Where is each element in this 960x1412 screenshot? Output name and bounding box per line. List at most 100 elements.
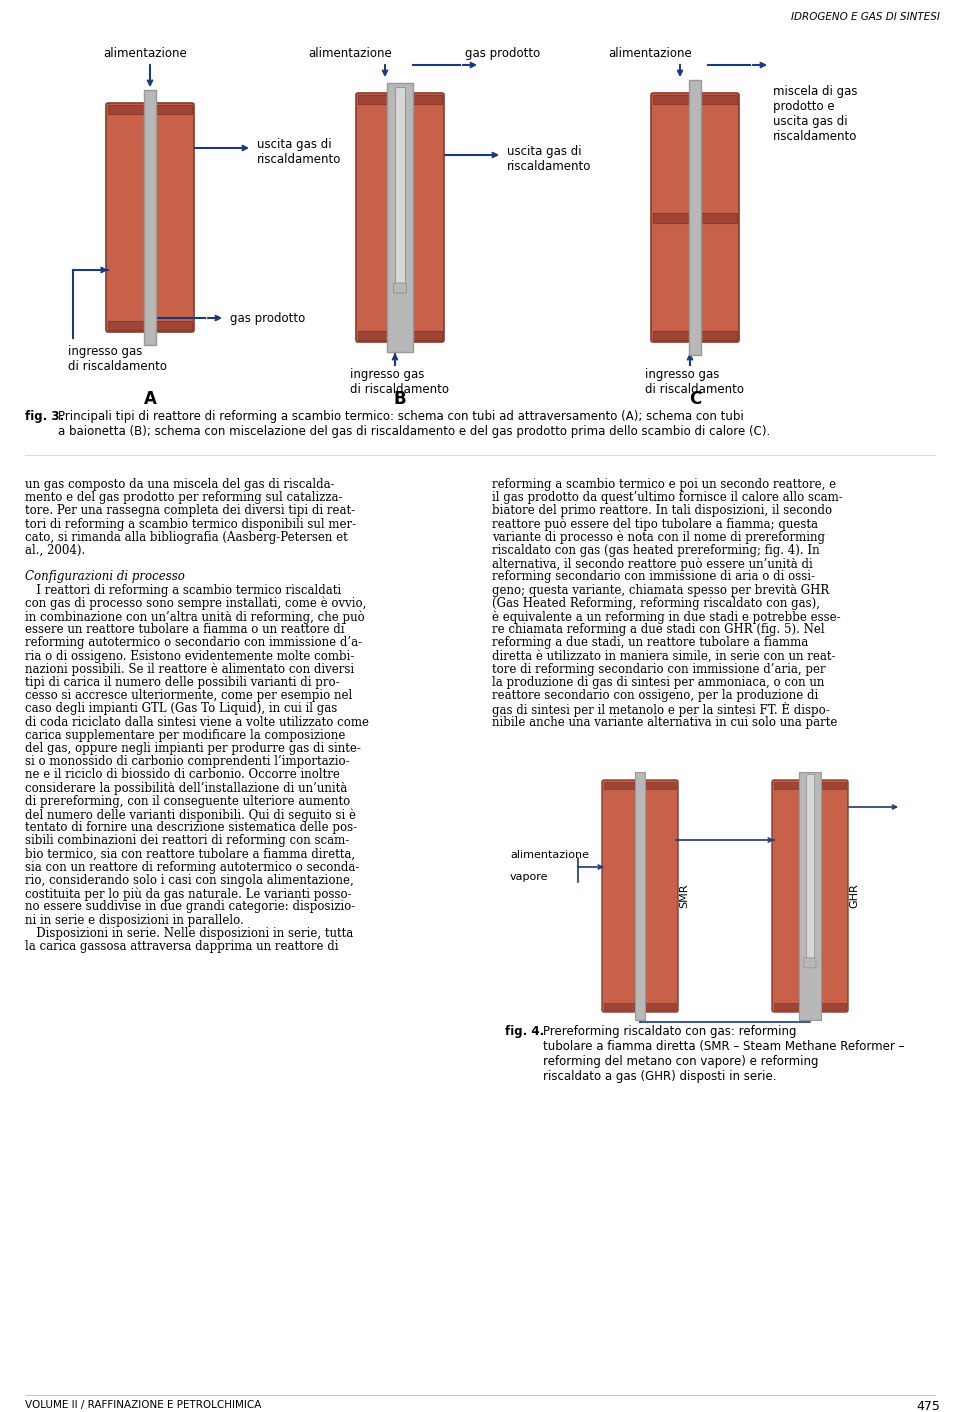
Text: ingresso gas
di riscaldamento: ingresso gas di riscaldamento	[68, 345, 167, 373]
Text: Prereforming riscaldato con gas: reforming
tubolare a fiamma diretta (SMR – Stea: Prereforming riscaldato con gas: reformi…	[543, 1025, 904, 1083]
Text: la produzione di gas di sintesi per ammoniaca, o con un: la produzione di gas di sintesi per ammo…	[492, 676, 825, 689]
Text: di coda riciclato dalla sintesi viene a volte utilizzato come: di coda riciclato dalla sintesi viene a …	[25, 716, 369, 729]
Bar	[144, 90, 156, 345]
Text: A: A	[144, 390, 156, 408]
Text: gas di sintesi per il metanolo e per la sintesi FT. È dispo-: gas di sintesi per il metanolo e per la …	[492, 702, 829, 717]
Bar	[358, 330, 442, 340]
Text: SMR: SMR	[679, 884, 689, 908]
Text: rio, considerando solo i casi con singola alimentazione,: rio, considerando solo i casi con singol…	[25, 874, 353, 887]
Bar	[653, 95, 737, 104]
Text: è equivalente a un reforming in due stadi e potrebbe esse-: è equivalente a un reforming in due stad…	[492, 610, 841, 624]
Text: tentato di fornire una descrizione sistematica delle pos-: tentato di fornire una descrizione siste…	[25, 822, 357, 834]
Text: VOLUME II / RAFFINAZIONE E PETROLCHIMICA: VOLUME II / RAFFINAZIONE E PETROLCHIMICA	[25, 1401, 261, 1411]
Text: B: B	[394, 390, 406, 408]
Text: variante di processo è nota con il nome di prereforming: variante di processo è nota con il nome …	[492, 531, 825, 544]
Text: costituita per lo più da gas naturale. Le varianti posso-: costituita per lo più da gas naturale. L…	[25, 887, 351, 901]
Text: miscela di gas
prodotto e
uscita gas di
riscaldamento: miscela di gas prodotto e uscita gas di …	[773, 85, 857, 143]
Text: con gas di processo sono sempre installati, come è ovvio,: con gas di processo sono sempre installa…	[25, 597, 367, 610]
Text: (Gas Heated Reforming, reforming riscaldato con gas),: (Gas Heated Reforming, reforming riscald…	[492, 597, 820, 610]
Text: caso degli impianti GTL (Gas To Liquid), in cui il gas: caso degli impianti GTL (Gas To Liquid),…	[25, 702, 337, 716]
Text: bio termico, sia con reattore tubolare a fiamma diretta,: bio termico, sia con reattore tubolare a…	[25, 847, 355, 860]
Text: sia con un reattore di reforming autotermico o seconda-: sia con un reattore di reforming autoter…	[25, 861, 359, 874]
Text: Disposizioni in serie. Nelle disposizioni in serie, tutta: Disposizioni in serie. Nelle disposizion…	[25, 926, 353, 940]
Text: no essere suddivise in due grandi categorie: disposizio-: no essere suddivise in due grandi catego…	[25, 901, 355, 914]
Bar	[395, 88, 405, 287]
Text: tore di reforming secondario con immissione d’aria, per: tore di reforming secondario con immissi…	[492, 662, 826, 676]
Text: GHR: GHR	[849, 884, 859, 908]
Bar	[604, 1003, 676, 1010]
Text: reattore secondario con ossigeno, per la produzione di: reattore secondario con ossigeno, per la…	[492, 689, 818, 702]
Text: considerare la possibilità dell’installazione di un’unità: considerare la possibilità dell’installa…	[25, 782, 348, 795]
Text: si o monossido di carbonio comprendenti l’importazio-: si o monossido di carbonio comprendenti …	[25, 755, 349, 768]
Bar	[108, 104, 192, 114]
Text: reforming autotermico o secondario con immissione d’a-: reforming autotermico o secondario con i…	[25, 637, 362, 650]
Bar	[358, 95, 442, 104]
Text: gas prodotto: gas prodotto	[230, 312, 305, 325]
Text: tori di reforming a scambio termico disponibili sul mer-: tori di reforming a scambio termico disp…	[25, 518, 356, 531]
Text: essere un reattore tubolare a fiamma o un reattore di: essere un reattore tubolare a fiamma o u…	[25, 623, 345, 637]
Text: tore. Per una rassegna completa dei diversi tipi di reat-: tore. Per una rassegna completa dei dive…	[25, 504, 355, 517]
Text: reforming secondario con immissione di aria o di ossi-: reforming secondario con immissione di a…	[492, 570, 815, 583]
Text: C: C	[689, 390, 701, 408]
Text: del gas, oppure negli impianti per produrre gas di sinte-: del gas, oppure negli impianti per produ…	[25, 741, 361, 755]
Bar	[689, 80, 701, 354]
Text: alimentazione: alimentazione	[308, 47, 392, 59]
Text: 475: 475	[916, 1401, 940, 1412]
Bar	[604, 782, 676, 789]
Text: il gas prodotto da quest’ultimo fornisce il calore allo scam-: il gas prodotto da quest’ultimo fornisce…	[492, 491, 843, 504]
Text: riscaldato con gas (gas heated prereforming; fig. 4). In: riscaldato con gas (gas heated prereform…	[492, 544, 820, 556]
Text: reforming a due stadi, un reattore tubolare a fiamma: reforming a due stadi, un reattore tubol…	[492, 637, 808, 650]
Text: fig. 3.: fig. 3.	[25, 409, 64, 424]
Text: reforming a scambio termico e poi un secondo reattore, e: reforming a scambio termico e poi un sec…	[492, 479, 836, 491]
Text: ne e il riciclo di biossido di carbonio. Occorre inoltre: ne e il riciclo di biossido di carbonio.…	[25, 768, 340, 781]
Text: del numero delle varianti disponibili. Qui di seguito si è: del numero delle varianti disponibili. Q…	[25, 808, 356, 822]
FancyBboxPatch shape	[394, 282, 406, 294]
Text: sibili combinazioni dei reattori di reforming con scam-: sibili combinazioni dei reattori di refo…	[25, 834, 349, 847]
Bar	[653, 212, 737, 223]
Text: cato, si rimanda alla bibliografia (Aasberg-Petersen et: cato, si rimanda alla bibliografia (Aasb…	[25, 531, 348, 544]
FancyBboxPatch shape	[356, 93, 444, 342]
Text: ni in serie e disposizioni in parallelo.: ni in serie e disposizioni in parallelo.	[25, 914, 244, 926]
Text: tipi di carica il numero delle possibili varianti di pro-: tipi di carica il numero delle possibili…	[25, 676, 340, 689]
Bar	[653, 330, 737, 340]
Text: ingresso gas
di riscaldamento: ingresso gas di riscaldamento	[645, 369, 744, 395]
Text: al., 2004).: al., 2004).	[25, 544, 85, 556]
Bar	[774, 1003, 846, 1010]
Text: Principali tipi di reattore di reforming a scambio termico: schema con tubi ad a: Principali tipi di reattore di reforming…	[58, 409, 770, 438]
Text: ingresso gas
di riscaldamento: ingresso gas di riscaldamento	[350, 369, 449, 395]
Text: I reattori di reforming a scambio termico riscaldati: I reattori di reforming a scambio termic…	[25, 583, 341, 597]
Text: re chiamata reforming a due stadi con GHR (fig. 5). Nel: re chiamata reforming a due stadi con GH…	[492, 623, 825, 637]
Text: diretta è utilizzato in maniera simile, in serie con un reat-: diretta è utilizzato in maniera simile, …	[492, 650, 835, 662]
Text: alimentazione: alimentazione	[608, 47, 692, 59]
Text: cesso si accresce ulteriormente, come per esempio nel: cesso si accresce ulteriormente, come pe…	[25, 689, 352, 702]
Text: alimentazione: alimentazione	[510, 850, 589, 860]
Text: uscita gas di
riscaldamento: uscita gas di riscaldamento	[507, 145, 591, 174]
Text: fig. 4.: fig. 4.	[505, 1025, 544, 1038]
Text: uscita gas di
riscaldamento: uscita gas di riscaldamento	[257, 138, 342, 167]
Text: nazioni possibili. Se il reattore è alimentato con diversi: nazioni possibili. Se il reattore è alim…	[25, 662, 354, 676]
FancyBboxPatch shape	[651, 93, 739, 342]
Bar	[799, 772, 821, 1019]
FancyBboxPatch shape	[106, 103, 194, 332]
Text: in combinazione con un’altra unità di reforming, che può: in combinazione con un’altra unità di re…	[25, 610, 365, 624]
FancyBboxPatch shape	[772, 779, 848, 1012]
Text: Configurazioni di processo: Configurazioni di processo	[25, 570, 185, 583]
Text: reattore può essere del tipo tubolare a fiamma; questa: reattore può essere del tipo tubolare a …	[492, 518, 818, 531]
Text: di prereforming, con il conseguente ulteriore aumento: di prereforming, con il conseguente ulte…	[25, 795, 350, 808]
Text: vapore: vapore	[510, 873, 548, 882]
Bar	[387, 83, 413, 352]
Text: alimentazione: alimentazione	[103, 47, 187, 59]
Text: IDROGENO E GAS DI SINTESI: IDROGENO E GAS DI SINTESI	[791, 11, 940, 23]
Text: un gas composto da una miscela del gas di riscalda-: un gas composto da una miscela del gas d…	[25, 479, 335, 491]
Text: mento e del gas prodotto per reforming sul catalizza-: mento e del gas prodotto per reforming s…	[25, 491, 343, 504]
FancyBboxPatch shape	[602, 779, 678, 1012]
Text: alternativa, il secondo reattore può essere un’unità di: alternativa, il secondo reattore può ess…	[492, 558, 813, 570]
Bar	[635, 772, 645, 1019]
Bar	[774, 782, 846, 789]
FancyBboxPatch shape	[804, 957, 816, 967]
Text: nibile anche una variante alternativa in cui solo una parte: nibile anche una variante alternativa in…	[492, 716, 837, 729]
Bar	[806, 774, 814, 960]
Text: biatore del primo reattore. In tali disposizioni, il secondo: biatore del primo reattore. In tali disp…	[492, 504, 832, 517]
Text: carica supplementare per modificare la composizione: carica supplementare per modificare la c…	[25, 729, 346, 741]
Text: geno; questa variante, chiamata spesso per brevità GHR: geno; questa variante, chiamata spesso p…	[492, 583, 829, 597]
